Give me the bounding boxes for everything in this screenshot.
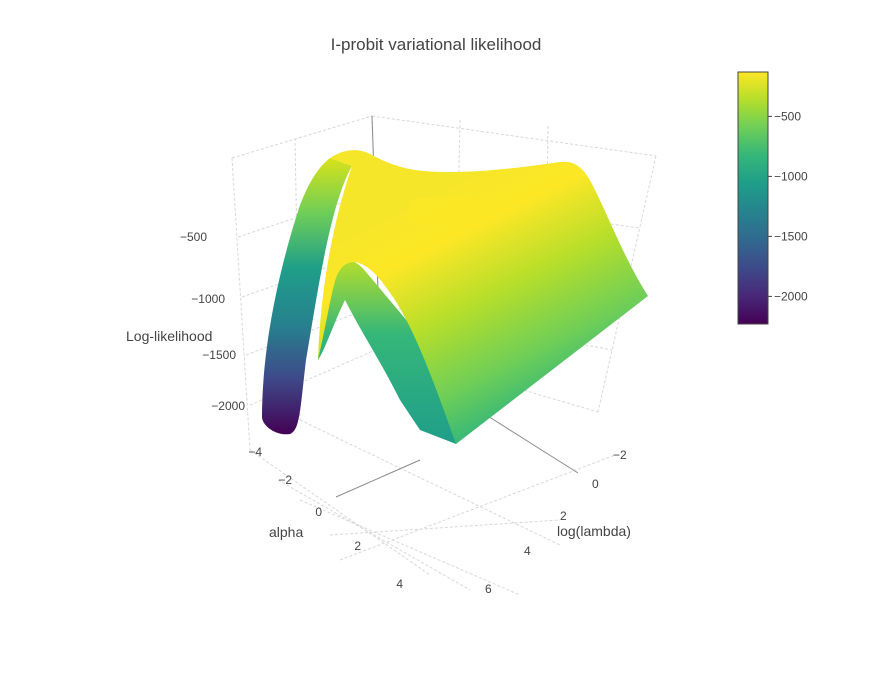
colorbar: −500 −1000 −1500 −2000	[737, 71, 808, 325]
y-tick-label: 6	[485, 582, 492, 596]
z-tick-label: −1500	[202, 348, 236, 362]
likelihood-surface	[262, 150, 648, 444]
z-tick-label: −2000	[211, 399, 245, 413]
colorbar-tick-label: −1500	[774, 229, 808, 243]
chart-title: I-probit variational likelihood	[331, 35, 542, 54]
colorbar-tick-label: −1000	[774, 169, 808, 183]
x-tick-label: 2	[354, 539, 361, 553]
y-tick-label: 2	[560, 509, 567, 523]
y-tick-label: 4	[524, 544, 531, 558]
colorbar-tick-label: −2000	[774, 289, 808, 303]
x-tick-label: 0	[315, 505, 322, 519]
y-axis-label: log(lambda)	[557, 523, 631, 539]
colorbar-ticks: −500 −1000 −1500 −2000	[768, 109, 808, 303]
colorbar-gradient	[737, 71, 769, 325]
x-tick-label: −2	[278, 473, 292, 487]
y-tick-label: 0	[592, 477, 599, 491]
x-tick-label: 4	[396, 577, 403, 591]
x-tick-label: −4	[248, 445, 262, 459]
colorbar-tick-label: −500	[774, 109, 801, 123]
x-axis-label: alpha	[269, 524, 303, 540]
y-tick-label: −2	[613, 448, 627, 462]
z-axis-label: Log-likelihood	[126, 328, 212, 344]
z-tick-label: −1000	[191, 292, 225, 306]
z-tick-label: −500	[180, 230, 207, 244]
